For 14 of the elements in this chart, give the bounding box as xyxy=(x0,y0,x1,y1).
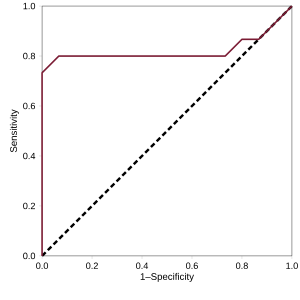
x-tick-label: 1.0 xyxy=(286,262,298,269)
y-tick-label: 0.4 xyxy=(23,152,36,160)
x-tick-label: 0.2 xyxy=(86,262,98,269)
x-tick-label: 0.8 xyxy=(236,262,248,269)
y-tick-label: 0.2 xyxy=(23,202,35,210)
y-tick-label: 0.0 xyxy=(23,252,36,260)
x-tick-label: 0.6 xyxy=(186,262,198,269)
y-tick-label: 0.6 xyxy=(23,102,36,110)
y-axis-title: Sensitivity xyxy=(10,109,19,152)
y-tick-label: 0.8 xyxy=(23,52,36,60)
x-axis-title: 1–Specificity xyxy=(140,272,194,282)
y-tick-label: 1.0 xyxy=(23,2,36,10)
x-tick-label: 0.0 xyxy=(36,262,48,269)
x-tick-label: 0.4 xyxy=(136,262,148,269)
